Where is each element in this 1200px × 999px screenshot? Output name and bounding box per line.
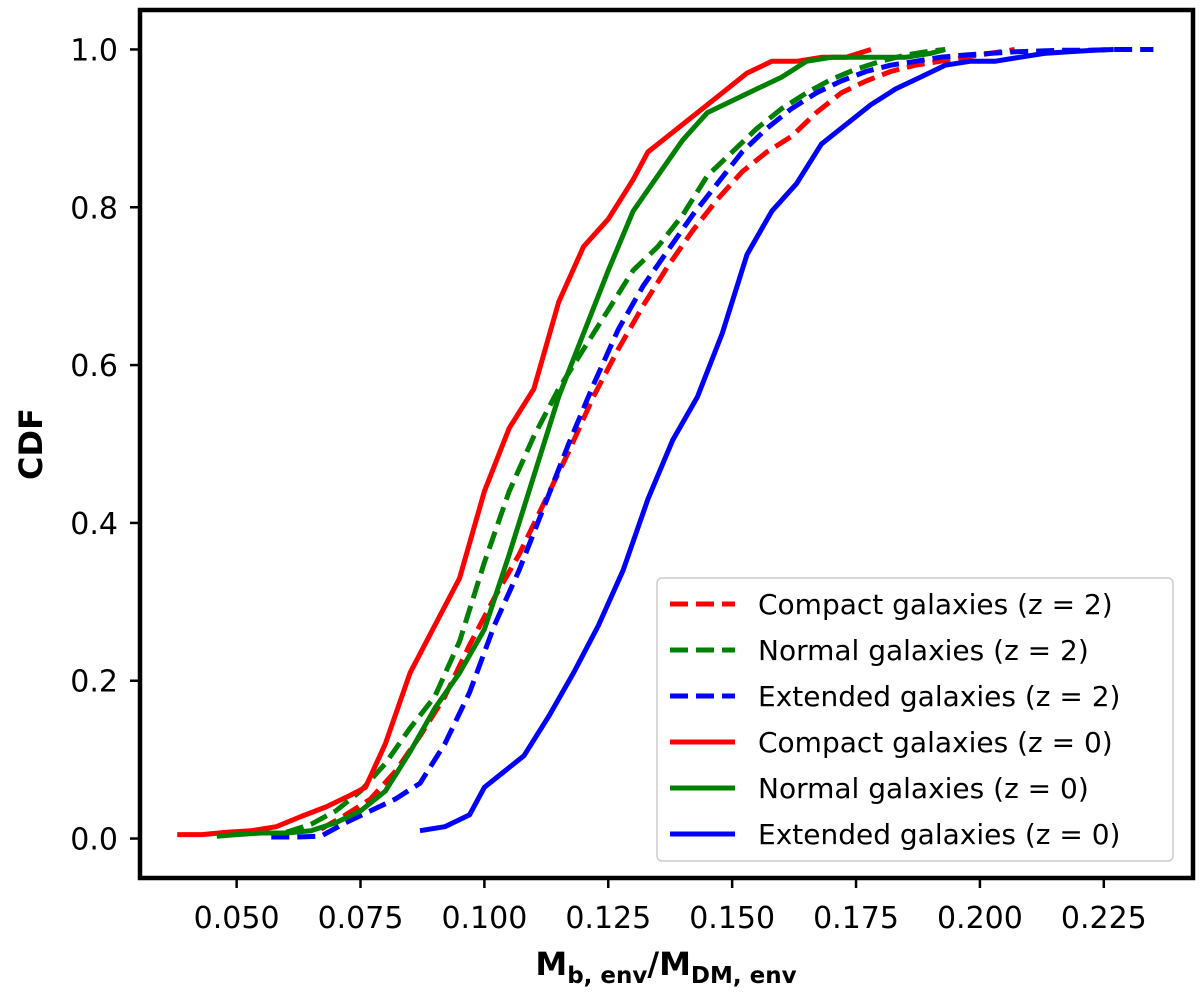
series-line-4 — [177, 47, 872, 838]
legend-label-1: Compact galaxies (z = 2) — [758, 588, 1113, 621]
x-tick-label: 0.225 — [1061, 901, 1147, 936]
legend-label-2: Normal galaxies (z = 2) — [758, 634, 1089, 667]
x-axis-label-sep: /M — [647, 945, 691, 983]
x-tick-label: 0.100 — [441, 901, 527, 936]
plot-area — [177, 47, 1154, 840]
y-tick-label: 0.6 — [70, 349, 118, 384]
legend-frame — [656, 577, 1174, 862]
legend-label-6: Extended galaxies (z = 0) — [758, 818, 1120, 851]
series-line-5 — [216, 47, 946, 839]
y-tick-label: 0.2 — [70, 665, 118, 700]
x-tick-label: 0.200 — [937, 901, 1023, 936]
series-line-2 — [285, 47, 946, 835]
legend-entries: Compact galaxies (z = 2) Normal galaxies … — [670, 588, 1120, 851]
legend-label-5: Normal galaxies (z = 0) — [758, 772, 1089, 805]
axes-frame — [137, 7, 1196, 881]
y-tick-label: 0.0 — [70, 823, 118, 858]
legend: Compact galaxies (z = 2) Normal galaxies … — [656, 577, 1174, 862]
x-tick-label: 0.075 — [318, 901, 404, 936]
x-tick-label: 0.175 — [813, 901, 899, 936]
y-axis-label: CDF — [12, 408, 50, 480]
x-tick-label: 0.050 — [194, 901, 280, 936]
x-axis-ticks: 0.050 0.075 0.100 0.125 0.150 0.175 0.200 0.225 — [194, 878, 1147, 936]
x-tick-label: 0.150 — [689, 901, 775, 936]
y-tick-label: 0.8 — [70, 191, 118, 226]
y-tick-label: 0.4 — [70, 507, 118, 542]
y-axis-ticks: 0.0 0.2 0.4 0.6 0.8 1.0 — [70, 33, 140, 858]
x-axis-label-main: M — [535, 945, 567, 983]
x-axis-label: Mb, env/MDM, env — [535, 945, 796, 989]
legend-label-4: Compact galaxies (z = 0) — [758, 726, 1113, 759]
x-tick-label: 0.125 — [565, 901, 651, 936]
x-axis-label-sub2: DM, env — [691, 963, 797, 989]
x-axis-label-sub1: b, env — [567, 963, 647, 989]
series-line-6 — [419, 47, 1114, 834]
legend-label-3: Extended galaxies (z = 2) — [758, 680, 1120, 713]
series-line-3 — [271, 47, 1154, 840]
y-tick-label: 1.0 — [70, 33, 118, 68]
